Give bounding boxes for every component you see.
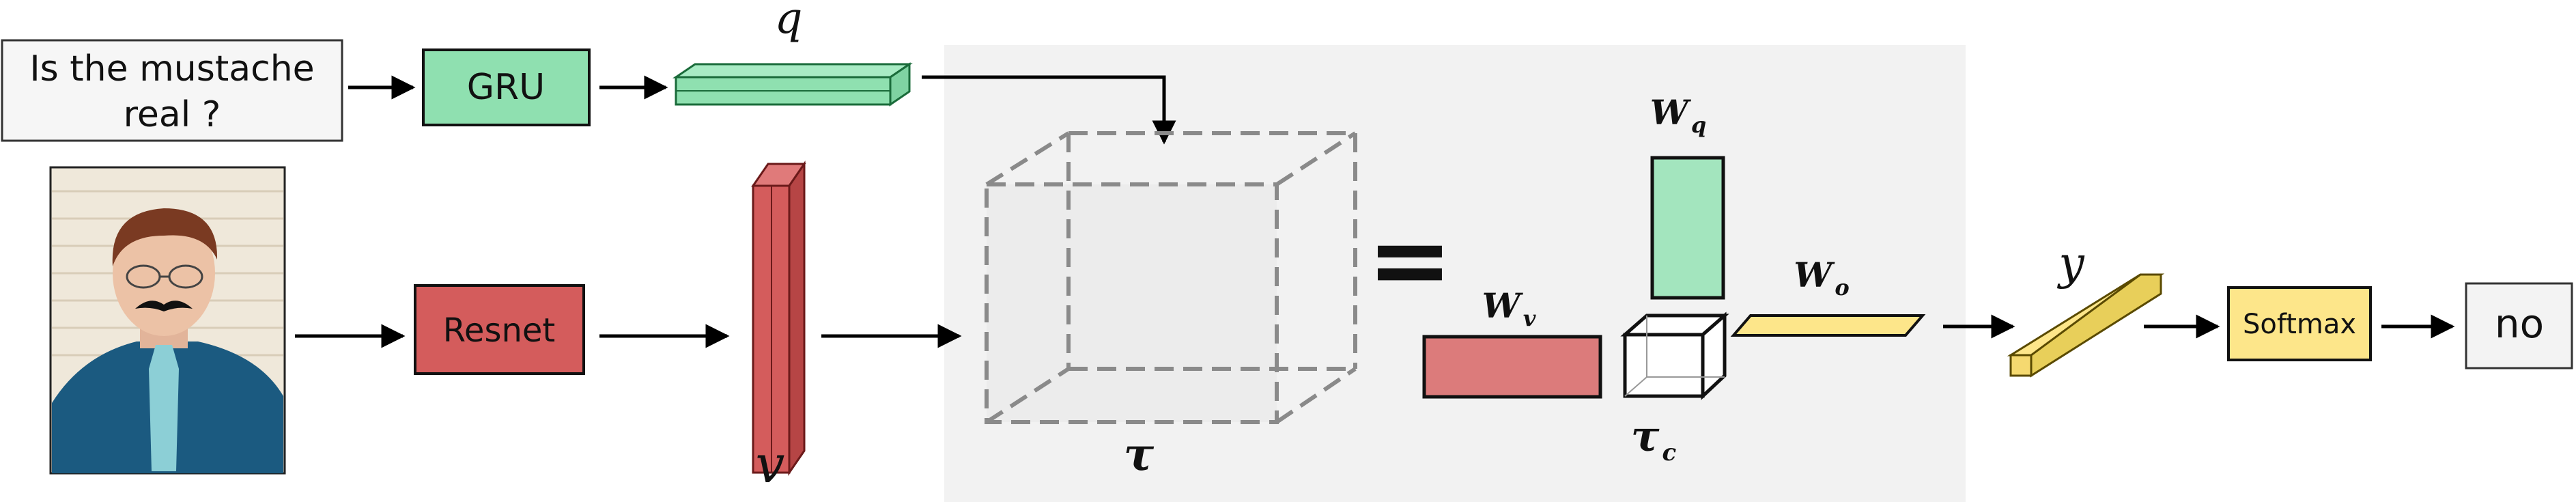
question-line-1: Is the mustache [29,48,314,89]
wv-matrix [1422,335,1602,399]
gru-label: GRU [467,67,546,108]
wv-symbol-base: W [1482,285,1524,326]
answer-label: no [2495,301,2544,347]
wq-symbol-base: W [1650,92,1692,133]
wo-matrix [1730,314,1926,337]
tau-c-symbol-base: 𝝉 [1631,411,1660,461]
resnet-box: Resnet [414,284,585,375]
wo-symbol-base: W [1794,255,1835,295]
wq-matrix [1650,156,1725,300]
man-with-fake-mustache-photo [49,166,286,475]
v-vector [751,161,806,476]
equals-sign: = [1367,201,1453,320]
core-tensor-cube [1620,311,1729,400]
q-symbol: q [775,0,803,44]
wv-symbol-subscript: v [1523,305,1536,331]
answer-box: no [2465,282,2573,369]
gru-box: GRU [422,48,591,126]
v-symbol: v [756,434,785,494]
question-box: Is the mustache real ? [1,39,343,142]
question-line-2: real ? [124,94,221,135]
wo-symbol-subscript: o [1835,275,1849,301]
tau-c-symbol-subscript: c [1662,439,1677,466]
y-vector [2007,273,2165,378]
softmax-label: Softmax [2243,309,2356,340]
tensor-tau-cube [985,131,1357,424]
y-symbol: y [2056,237,2084,290]
softmax-box: Softmax [2227,286,2372,361]
wq-symbol-subscript: q [1691,112,1706,138]
q-vector [673,62,913,107]
resnet-label: Resnet [443,311,556,350]
tau-symbol: 𝝉 [1124,428,1155,481]
arrow-q-tensor [922,75,1176,145]
